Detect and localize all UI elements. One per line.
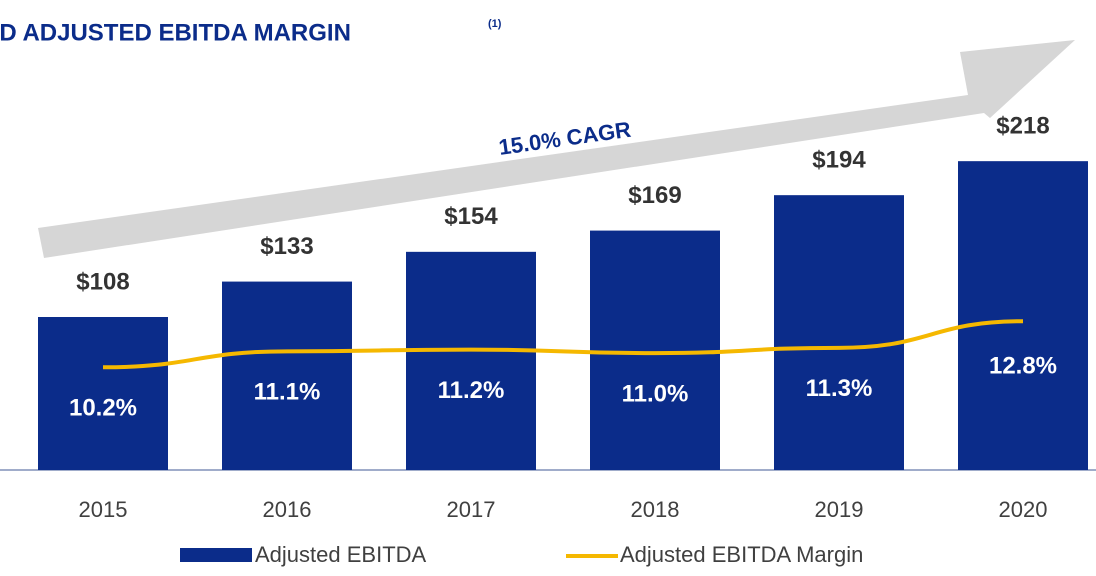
bar-value-label: $218: [996, 113, 1049, 140]
x-tick-label: 2019: [815, 497, 864, 522]
bar: [38, 317, 168, 470]
growth-arrow: [38, 40, 1075, 258]
bar-value-label: $194: [812, 147, 866, 174]
margin-label: 11.2%: [438, 377, 505, 404]
bar-value-label: $133: [260, 233, 313, 260]
chart-title: ND ADJUSTED EBITDA MARGIN: [0, 19, 351, 46]
margin-line: [102, 319, 1024, 370]
legend-swatch: [180, 548, 252, 562]
bar-value-label: $108: [76, 268, 129, 295]
bar-value-label: $169: [628, 182, 681, 209]
x-tick-label: 2018: [631, 497, 680, 522]
x-tick-label: 2015: [79, 497, 128, 522]
margin-label: 11.1%: [254, 379, 321, 406]
bar: [406, 251, 536, 470]
margin-label: 10.2%: [69, 395, 137, 422]
x-tick-label: 2017: [447, 497, 496, 522]
margin-label: 12.8%: [989, 353, 1057, 380]
x-tick-label: 2016: [263, 497, 312, 522]
margin-label: 11.3%: [806, 375, 873, 402]
bar: [222, 281, 352, 470]
bar-value-label: $154: [444, 203, 498, 230]
bar: [774, 195, 904, 470]
x-tick-label: 2020: [999, 497, 1048, 522]
legend-label: Adjusted EBITDA: [255, 542, 427, 567]
legend-label: Adjusted EBITDA Margin: [620, 542, 863, 567]
bar: [590, 230, 720, 470]
margin-label: 11.0%: [622, 380, 689, 407]
bar: [958, 161, 1088, 470]
footnote-marker: (1): [488, 18, 502, 30]
